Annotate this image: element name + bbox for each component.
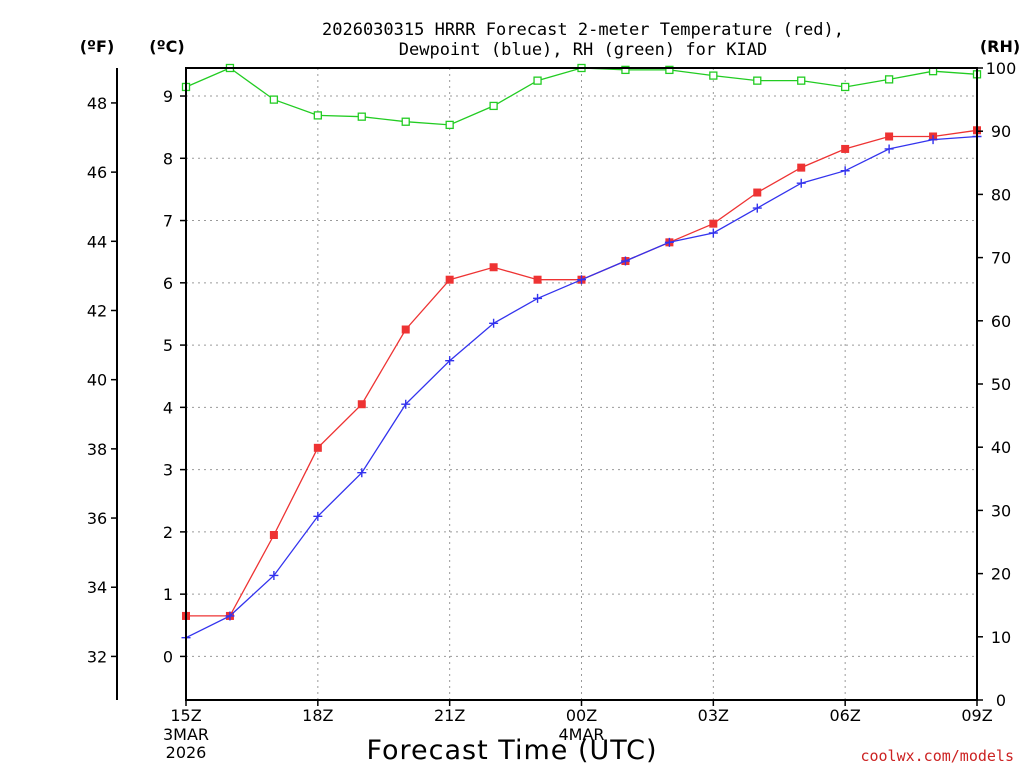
x-tick-sublabel: 4MAR (558, 725, 604, 744)
rh-tick-label: 70 (991, 249, 1011, 268)
rh-point (401, 117, 410, 126)
dewpoint-point (664, 237, 674, 247)
temperature-point (797, 163, 806, 172)
x-axis-title: Forecast Time (UTC) (366, 735, 657, 766)
rh-tick-label: 80 (991, 185, 1011, 204)
temperature-point (885, 132, 894, 141)
rh-point (884, 75, 894, 84)
rh-point (797, 76, 806, 85)
rh-point (313, 111, 322, 120)
dewpoint-point (357, 468, 367, 478)
temperature-point (753, 188, 762, 197)
x-tick-sublabel: 3MAR (163, 725, 209, 744)
celsius-tick-label: 6 (163, 274, 173, 293)
rh-point (841, 82, 850, 92)
celsius-tick-label: 1 (163, 585, 173, 604)
dewpoint-point (928, 135, 938, 145)
x-tick-label: 15Z (170, 706, 201, 725)
rh-tick-label: 40 (991, 438, 1011, 457)
fahrenheit-tick-label: 38 (87, 440, 107, 459)
rh-unit-label: (RH) (980, 37, 1020, 56)
grid-lines (186, 68, 977, 700)
rh-point (533, 76, 542, 85)
plot-frame (185, 67, 978, 701)
rh-point (445, 120, 454, 130)
x-tick-label: 00Z (566, 706, 597, 725)
x-tick-label: 21Z (434, 706, 465, 725)
rh-tick-label: 60 (991, 312, 1011, 331)
fahrenheit-tick-label: 40 (87, 371, 107, 390)
fahrenheit-tick-label: 32 (87, 647, 107, 666)
dewpoint-point (489, 318, 499, 328)
celsius-tick-label: 0 (163, 647, 173, 666)
dewpoint-point (884, 144, 894, 154)
celsius-tick-label: 3 (163, 461, 173, 480)
rh-tick-label: 50 (991, 375, 1011, 394)
rh-tick-label: 10 (991, 628, 1011, 647)
temperature-point (357, 400, 366, 409)
dewpoint-point (533, 293, 543, 303)
dewpoint-point (620, 256, 630, 266)
dewpoint-point (401, 399, 411, 409)
temperature-point (401, 325, 410, 334)
dewpoint-point (445, 356, 455, 366)
credit-text: coolwx.com/models (860, 747, 1014, 765)
chart-title: 2026030315 HRRR Forecast 2-meter Tempera… (322, 20, 844, 40)
celsius-tick-label: 9 (163, 87, 173, 106)
rh-point (621, 65, 630, 75)
temperature-point (269, 530, 278, 539)
rh-point (489, 101, 498, 111)
dewpoint-point (313, 511, 323, 521)
temperature-point (533, 275, 542, 284)
rh-point (665, 65, 674, 75)
dewpoint-point (796, 178, 806, 188)
fahrenheit-tick-label: 36 (87, 509, 107, 528)
dewpoint-point (840, 166, 850, 176)
celsius-unit-label: (ºC) (149, 37, 184, 56)
rh-tick-label: 30 (991, 501, 1011, 520)
rh-point (357, 112, 366, 121)
dewpoint-point (752, 203, 762, 213)
chart-subtitle: Dewpoint (blue), RH (green) for KIAD (399, 40, 767, 60)
temperature-point (489, 263, 498, 272)
x-tick-label: 03Z (698, 706, 729, 725)
rh-tick-label: 20 (991, 565, 1011, 584)
rh-tick-label: 90 (991, 122, 1011, 141)
celsius-tick-label: 7 (163, 212, 173, 231)
fahrenheit-tick-label: 46 (87, 163, 107, 182)
dewpoint-point (225, 611, 235, 621)
fahrenheit-unit-label: (ºF) (80, 37, 115, 56)
rh-point (269, 95, 279, 104)
dewpoint-point (577, 275, 586, 285)
celsius-tick-label: 2 (163, 523, 173, 542)
dewpoint-point (269, 570, 279, 580)
temperature-point (709, 219, 718, 228)
x-tick-label: 09Z (961, 706, 992, 725)
rh-tick-label: 100 (986, 59, 1017, 78)
rh-point (753, 76, 762, 85)
fahrenheit-tick-label: 42 (87, 301, 107, 320)
celsius-tick-label: 8 (163, 149, 173, 168)
temperature-point (313, 443, 322, 452)
rh-point (709, 71, 718, 80)
temperature-point (841, 144, 850, 153)
x-tick-label: 18Z (302, 706, 333, 725)
rh-tick-label: 0 (996, 691, 1006, 710)
temperature-point (445, 275, 454, 284)
celsius-tick-label: 5 (163, 336, 173, 355)
x-tick-sublabel: 2026 (166, 743, 207, 762)
fahrenheit-tick-label: 48 (87, 94, 107, 113)
dewpoint-point (708, 228, 718, 238)
x-tick-label: 06Z (830, 706, 861, 725)
celsius-tick-label: 4 (163, 398, 173, 417)
fahrenheit-tick-label: 34 (87, 578, 107, 597)
fahrenheit-tick-label: 44 (87, 232, 107, 251)
